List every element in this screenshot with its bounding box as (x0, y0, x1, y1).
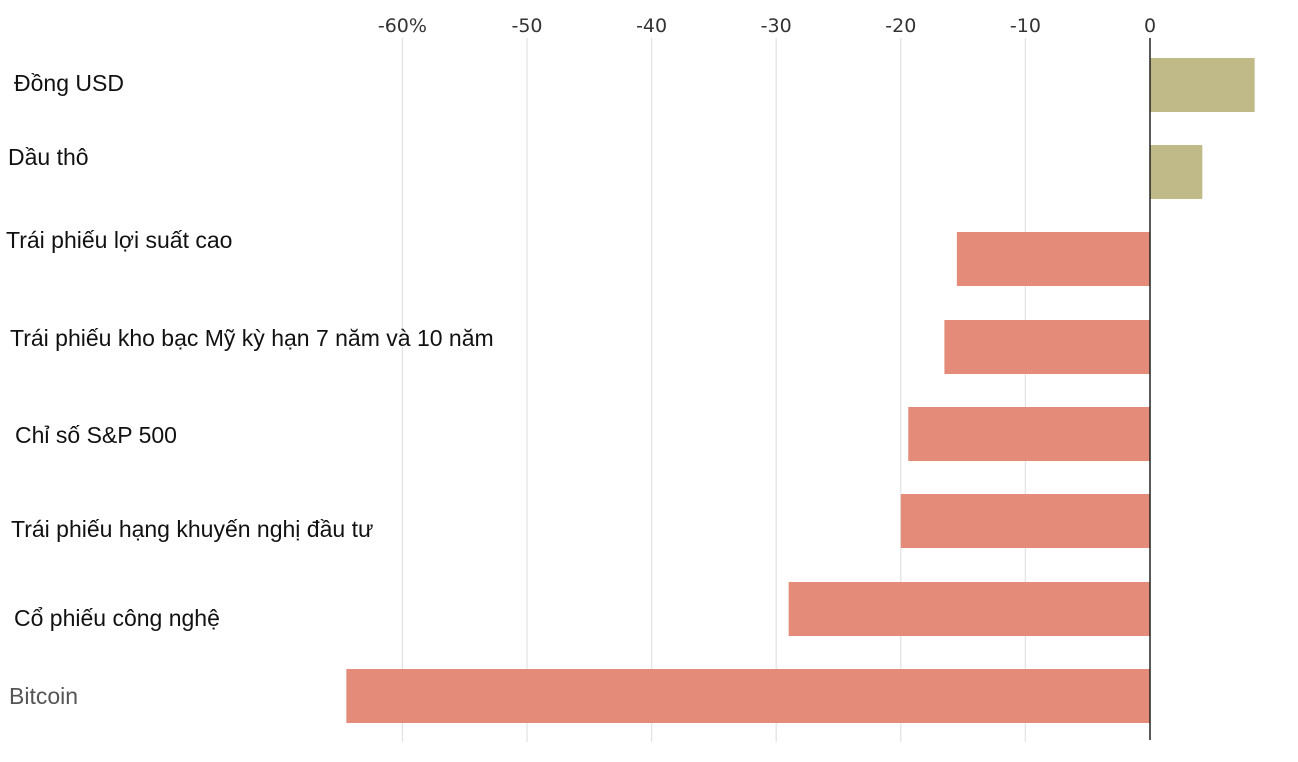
x-tick-label: -30 (761, 15, 792, 37)
bars (346, 58, 1255, 723)
x-tick-label: -60% (378, 15, 427, 37)
x-tick-label: 0 (1144, 15, 1156, 37)
x-tick-label: -10 (1010, 15, 1041, 37)
category-label: Đồng USD (14, 70, 124, 96)
x-tick-label: -50 (511, 15, 542, 37)
grid-lines (401, 38, 1027, 742)
category-labels: Đồng USD Dầu thô Trái phiếu lợi suất cao Tr… (6, 70, 494, 709)
bar (1150, 145, 1203, 199)
x-axis-tick-labels: -60% -50 -40 -30 -20 -10 0 (378, 15, 1156, 37)
x-tick-label: -20 (885, 15, 916, 37)
category-label: Trái phiếu kho bạc Mỹ kỳ hạn 7 năm và 10… (10, 325, 494, 351)
bar (944, 320, 1150, 374)
bar (788, 582, 1150, 636)
category-label: Dầu thô (8, 144, 89, 170)
bar (346, 669, 1151, 723)
bar (1150, 58, 1255, 112)
category-label: Cổ phiếu công nghệ (14, 605, 220, 631)
category-label: Trái phiếu hạng khuyến nghị đầu tư (11, 516, 373, 542)
bar (956, 232, 1150, 286)
bar (908, 407, 1150, 461)
category-label: Bitcoin (9, 683, 78, 709)
bar (900, 494, 1150, 548)
category-label: Chỉ số S&P 500 (15, 422, 177, 448)
x-tick-label: -40 (636, 15, 667, 37)
category-label: Trái phiếu lợi suất cao (6, 227, 232, 253)
